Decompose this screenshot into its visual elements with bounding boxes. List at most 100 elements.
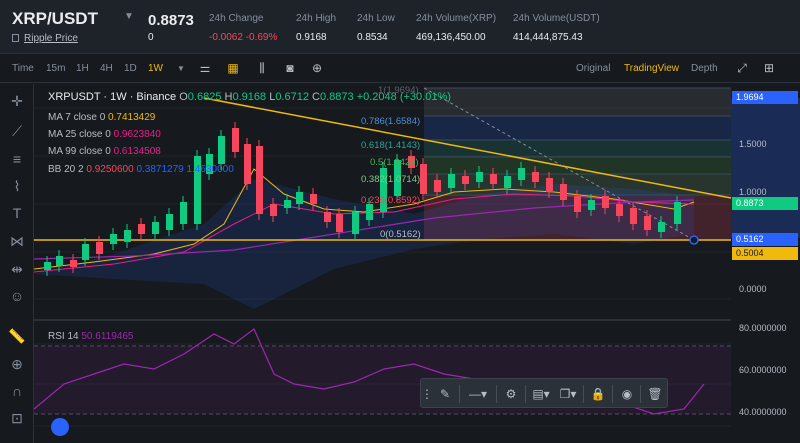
interval-1w[interactable]: 1W xyxy=(148,63,163,74)
indicator-ma7[interactable]: MA 7 close 0 0.7413429 xyxy=(48,112,156,123)
fib-label-0: 0(0.5162) xyxy=(380,229,421,240)
brush-icon[interactable]: ⌇ xyxy=(13,178,21,194)
add-icon[interactable]: ⊕ xyxy=(311,61,323,75)
stat-label: 24h Volume(XRP) xyxy=(416,13,497,24)
lock-drawings-icon[interactable]: ⊡ xyxy=(11,410,23,426)
stat-24h-volume-xrp: 24h Volume(XRP) 469,136,450.00 xyxy=(416,13,496,43)
stat-value: 0.9168 xyxy=(296,32,327,43)
candle-body xyxy=(448,174,455,188)
expand-icon[interactable]: ⤢ xyxy=(737,61,747,75)
candle-body xyxy=(560,184,567,200)
settings-icon[interactable]: ⚙ xyxy=(505,387,517,401)
stat-label: 24h Change xyxy=(209,13,264,24)
separator xyxy=(496,385,497,403)
fib-anchor-handle xyxy=(689,235,699,245)
stat-value: -0.0062 -0.69% xyxy=(209,32,278,43)
fib-icon[interactable]: ≡ xyxy=(12,151,22,167)
coin-link-label: Ripple Price xyxy=(24,33,78,44)
chevron-down-icon[interactable]: ▼ xyxy=(124,11,134,22)
candle-body xyxy=(56,256,63,266)
emoji-icon[interactable]: ☺ xyxy=(9,288,25,304)
clone-icon[interactable]: ❐▾ xyxy=(559,387,577,401)
ohlc-high: H0.9168 xyxy=(224,91,267,103)
pair-name[interactable]: XRP/USDT xyxy=(12,9,98,28)
candle-body xyxy=(546,178,553,192)
drawing-tools-rail: ✛ ⟋ ≡ ⌇ T ⋈ ⇹ ☺ 📏 ⊕ ∩ ⊡ xyxy=(0,84,34,443)
indicator-ma25[interactable]: MA 25 close 0 0.9623840 xyxy=(48,129,161,140)
fib-band xyxy=(424,88,731,116)
text-icon[interactable]: T xyxy=(12,205,22,221)
candle-body xyxy=(630,208,637,224)
lock-icon[interactable]: 🔒 xyxy=(590,387,606,401)
candle-body xyxy=(70,260,77,267)
candle-body xyxy=(324,212,331,222)
grid-icon[interactable]: ⊞ xyxy=(763,61,775,75)
interval-time[interactable]: Time xyxy=(12,63,34,74)
fib-band xyxy=(424,116,731,140)
candle-body xyxy=(658,222,665,232)
rsi-axis-label: 40.0000000 xyxy=(739,407,787,417)
candle-body xyxy=(366,204,373,220)
candle-body xyxy=(434,180,441,192)
price-axis[interactable]: 1.9694 1.5000 1.0000 0.8873 0.5162 0.500… xyxy=(731,84,800,443)
chart-canvas[interactable] xyxy=(34,84,800,443)
candle-body xyxy=(244,144,251,184)
screenshot-icon[interactable]: ◙ xyxy=(286,61,294,75)
price-axis-highlight xyxy=(731,98,800,238)
interval-4h[interactable]: 4H xyxy=(100,63,113,74)
pencil-icon[interactable]: ✎ xyxy=(439,387,451,401)
price-chart[interactable]: XRPUSDT · 1W · Binance O0.6825 H0.9168 L… xyxy=(34,84,800,443)
candle-body xyxy=(82,244,89,260)
measure-icon[interactable]: ⇹ xyxy=(11,261,23,277)
fib-label-0236: 0.236(0.8592) xyxy=(361,195,421,206)
line-style-icon[interactable]: —▾ xyxy=(468,387,488,401)
zoom-icon[interactable]: ⊕ xyxy=(11,356,23,372)
candle-type-icon[interactable]: ⫼ xyxy=(259,61,265,75)
coin-info-link[interactable]: Ripple Price xyxy=(12,33,78,44)
indicator-ma99[interactable]: MA 99 close 0 0.6134508 xyxy=(48,146,161,157)
indicator-rsi[interactable]: RSI 14 50.6119465 xyxy=(48,331,134,342)
ohlc-low: L0.6712 xyxy=(269,91,309,103)
candle-body xyxy=(152,222,159,234)
view-depth[interactable]: Depth xyxy=(691,63,718,74)
view-tradingview[interactable]: TradingView xyxy=(624,63,680,74)
stat-label: 24h Low xyxy=(357,13,395,24)
view-original[interactable]: Original xyxy=(576,63,611,74)
pattern-icon[interactable]: ⋈ xyxy=(10,233,24,249)
fib-label-1: 1(1.9694) xyxy=(378,85,419,96)
fib-label-05: 0.5(1.2428) xyxy=(370,157,419,168)
candle-body xyxy=(194,156,201,224)
interval-dropdown-icon[interactable]: ▼ xyxy=(177,64,185,73)
ma7-line xyxy=(34,168,695,270)
candle-body xyxy=(394,160,401,196)
drawing-floating-toolbar: ⋮ ✎ —▾ ⚙ ▤▾ ❐▾ 🔒 ◉ 🗑 xyxy=(420,378,668,408)
fib-band xyxy=(424,174,731,195)
visibility-icon[interactable]: ◉ xyxy=(621,387,633,401)
fib-label-0786: 0.786(1.6584) xyxy=(361,116,421,127)
trash-icon[interactable]: 🗑 xyxy=(647,387,663,401)
indicator-bb[interactable]: BB 20 2 0.9250600 0.3871279 1.4630000 xyxy=(48,164,234,175)
document-icon xyxy=(12,34,19,42)
indicator-settings-icon[interactable]: ⚌ xyxy=(199,61,211,75)
price-tag-support: 0.5004 xyxy=(732,247,798,260)
template-icon[interactable]: ▤▾ xyxy=(532,387,550,401)
separator xyxy=(583,385,584,403)
crosshair-icon[interactable]: ✛ xyxy=(11,93,23,109)
ohlc-close: C0.8873 xyxy=(312,91,354,103)
separator xyxy=(640,385,641,403)
indicators-icon[interactable]: ▦ xyxy=(227,61,239,75)
candle-body xyxy=(270,204,277,216)
fib-label-0618: 0.618(1.4143) xyxy=(361,140,421,151)
drag-handle-icon[interactable]: ⋮ xyxy=(421,387,433,401)
interval-1d[interactable]: 1D xyxy=(124,63,137,74)
magnet-icon[interactable]: ∩ xyxy=(11,383,23,399)
ohlc-change: +0.2048 (+30.01%) xyxy=(356,91,451,103)
candle-body xyxy=(336,214,343,232)
ruler-icon[interactable]: 📏 xyxy=(8,328,26,344)
interval-15m[interactable]: 15m xyxy=(46,63,66,74)
candle-body xyxy=(296,192,303,204)
interval-1h[interactable]: 1H xyxy=(76,63,89,74)
candle-body xyxy=(408,156,415,168)
stat-24h-high: 24h High 0.9168 xyxy=(296,13,336,43)
trend-line-icon[interactable]: ⟋ xyxy=(12,123,22,139)
